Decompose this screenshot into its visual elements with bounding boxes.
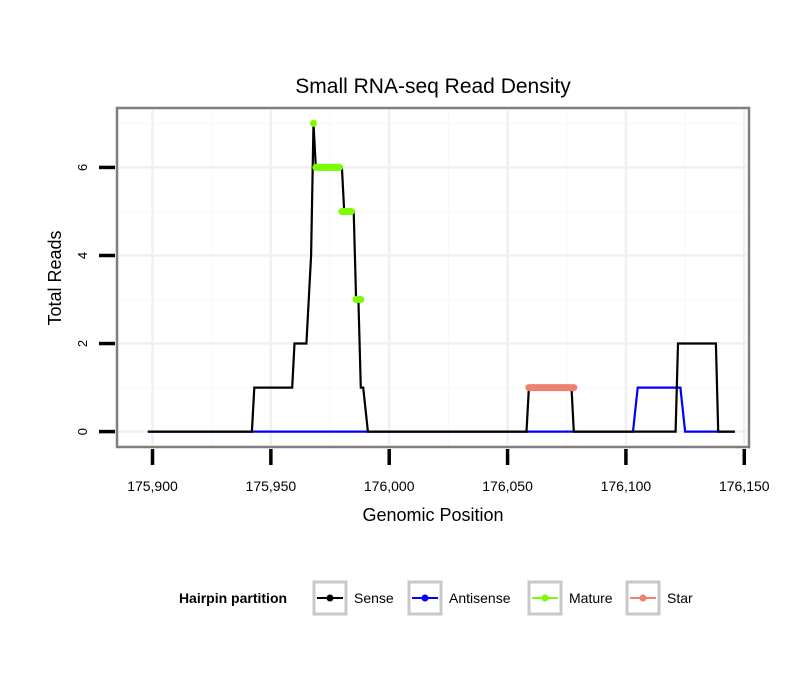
legend-item-antisense: Antisense bbox=[407, 580, 511, 616]
y-tick-label: 2 bbox=[75, 340, 90, 347]
x-axis: 175,900 175,950 176,000 176,050 176,100 176,1… bbox=[127, 449, 770, 494]
legend-label: Star bbox=[667, 590, 693, 606]
y-tick-label: 0 bbox=[75, 428, 90, 435]
x-tick-label: 176,100 bbox=[601, 478, 652, 494]
antisense-series-line bbox=[147, 386, 735, 433]
legend-item-mature: Mature bbox=[527, 580, 613, 616]
legend-label: Mature bbox=[569, 590, 613, 606]
plot-panel bbox=[115, 106, 751, 449]
legend-key-point bbox=[326, 594, 334, 602]
series-layer bbox=[147, 119, 735, 433]
x-axis-label: Genomic Position bbox=[362, 505, 503, 525]
legend-label: Sense bbox=[354, 590, 394, 606]
chart-title: Small RNA-seq Read Density bbox=[295, 75, 571, 98]
legend-label: Antisense bbox=[449, 590, 511, 606]
legend: Hairpin partition Sense Antisense Mature St… bbox=[179, 580, 693, 616]
legend-key-point bbox=[639, 594, 647, 602]
x-tick-label: 176,050 bbox=[482, 478, 533, 494]
x-tick-label: 176,000 bbox=[364, 478, 415, 494]
y-axis-label: Total Reads bbox=[45, 230, 65, 325]
x-tick-label: 175,900 bbox=[127, 478, 178, 494]
legend-item-star: Star bbox=[625, 580, 693, 616]
legend-key-point bbox=[421, 594, 429, 602]
sense-series-line bbox=[147, 123, 735, 433]
legend-item-sense: Sense bbox=[312, 580, 394, 616]
legend-title: Hairpin partition bbox=[179, 590, 287, 606]
y-tick-label: 6 bbox=[75, 164, 90, 171]
x-tick-label: 176,150 bbox=[719, 478, 770, 494]
x-tick-label: 175,950 bbox=[246, 478, 297, 494]
y-tick-label: 4 bbox=[75, 252, 90, 259]
y-axis: 0 2 4 6 bbox=[75, 164, 115, 435]
legend-key-point bbox=[541, 594, 549, 602]
